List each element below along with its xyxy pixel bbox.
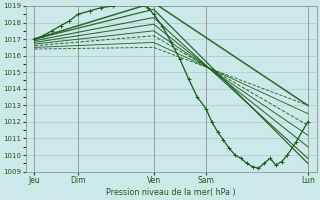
X-axis label: Pression niveau de la mer( hPa ): Pression niveau de la mer( hPa ) [106,188,236,197]
